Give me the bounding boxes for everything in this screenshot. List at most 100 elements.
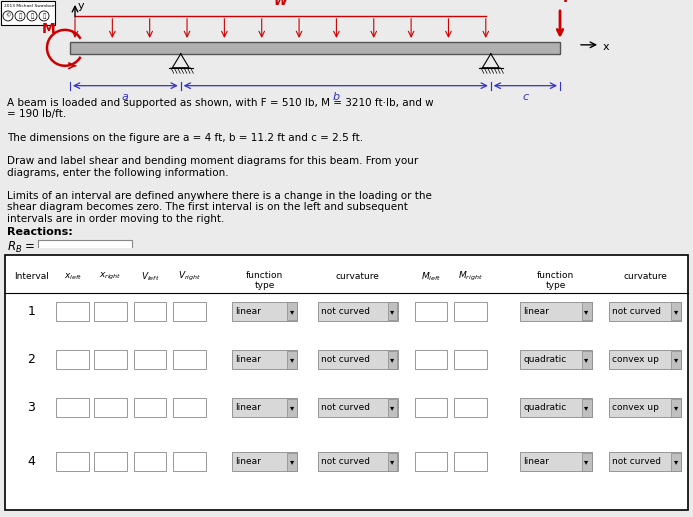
Text: curvature: curvature (336, 272, 380, 281)
Text: 1: 1 (27, 305, 35, 318)
Text: b: b (332, 92, 340, 102)
FancyBboxPatch shape (287, 302, 297, 321)
Text: curvature: curvature (623, 272, 667, 281)
Text: quadratic: quadratic (523, 403, 566, 412)
Text: Draw and label shear and bending moment diagrams for this beam. From your: Draw and label shear and bending moment … (7, 156, 418, 166)
Text: $M_{left}$: $M_{left}$ (421, 270, 441, 283)
Text: ▾: ▾ (290, 355, 294, 364)
Text: linear: linear (236, 307, 261, 316)
FancyBboxPatch shape (134, 398, 166, 417)
FancyBboxPatch shape (232, 398, 297, 417)
FancyBboxPatch shape (94, 398, 127, 417)
FancyBboxPatch shape (581, 351, 592, 369)
FancyBboxPatch shape (609, 452, 681, 472)
FancyBboxPatch shape (94, 452, 127, 472)
Text: $x_{left}$: $x_{left}$ (64, 271, 82, 282)
Text: ▾: ▾ (584, 457, 588, 466)
FancyBboxPatch shape (134, 302, 166, 321)
Text: ▾: ▾ (584, 307, 588, 316)
Text: c: c (523, 92, 529, 102)
Text: ▾: ▾ (390, 457, 394, 466)
FancyBboxPatch shape (455, 350, 487, 369)
FancyBboxPatch shape (415, 350, 448, 369)
Text: ▾: ▾ (390, 403, 394, 412)
FancyBboxPatch shape (173, 302, 206, 321)
Text: not curved: not curved (322, 457, 370, 466)
FancyBboxPatch shape (232, 350, 297, 369)
Text: type: type (545, 281, 566, 291)
FancyBboxPatch shape (287, 453, 297, 471)
FancyBboxPatch shape (671, 453, 681, 471)
FancyBboxPatch shape (173, 398, 206, 417)
Text: ©: © (6, 13, 11, 19)
Text: W: W (274, 0, 288, 8)
FancyBboxPatch shape (56, 398, 89, 417)
Text: Ⓢ: Ⓢ (42, 13, 46, 19)
Circle shape (27, 11, 37, 21)
FancyBboxPatch shape (232, 452, 297, 472)
FancyBboxPatch shape (520, 302, 592, 321)
Text: = 190 lb/ft.: = 190 lb/ft. (7, 109, 66, 119)
FancyBboxPatch shape (455, 452, 487, 472)
FancyBboxPatch shape (581, 302, 592, 321)
Text: type: type (254, 281, 275, 291)
FancyBboxPatch shape (38, 240, 132, 258)
Text: Reactions:: Reactions: (7, 227, 73, 237)
Text: Ⓢ: Ⓢ (30, 13, 34, 19)
FancyBboxPatch shape (415, 302, 448, 321)
Text: M: M (42, 22, 55, 36)
Text: convex up: convex up (613, 355, 659, 364)
Text: Interval: Interval (14, 272, 49, 281)
Text: ▾: ▾ (290, 403, 294, 412)
Text: $R_C$ =: $R_C$ = (7, 254, 35, 269)
Text: Limits of an interval are defined anywhere there is a change in the loading or t: Limits of an interval are defined anywhe… (7, 191, 432, 201)
Circle shape (39, 11, 49, 21)
Text: A beam is loaded and supported as shown, with F = 510 lb, M = 3210 ft·lb, and w: A beam is loaded and supported as shown,… (7, 98, 434, 108)
FancyBboxPatch shape (56, 452, 89, 472)
FancyBboxPatch shape (609, 398, 681, 417)
Text: linear: linear (236, 403, 261, 412)
Text: function: function (246, 271, 283, 280)
Text: ▾: ▾ (290, 307, 294, 316)
Text: not curved: not curved (613, 307, 661, 316)
Text: not curved: not curved (322, 403, 370, 412)
Text: ▾: ▾ (584, 355, 588, 364)
FancyBboxPatch shape (318, 452, 398, 472)
Text: $x_{right}$: $x_{right}$ (99, 271, 122, 282)
FancyBboxPatch shape (173, 350, 206, 369)
Text: x: x (603, 42, 610, 52)
Text: $V_{right}$: $V_{right}$ (178, 270, 201, 283)
FancyBboxPatch shape (38, 254, 132, 272)
FancyBboxPatch shape (415, 452, 448, 472)
FancyBboxPatch shape (455, 398, 487, 417)
FancyBboxPatch shape (318, 350, 398, 369)
Text: 3: 3 (27, 401, 35, 414)
Text: ▾: ▾ (674, 457, 678, 466)
Text: Shear and Bending Moment Diagram Data:: Shear and Bending Moment Diagram Data: (7, 270, 274, 280)
FancyBboxPatch shape (134, 350, 166, 369)
Text: not curved: not curved (613, 457, 661, 466)
FancyBboxPatch shape (609, 350, 681, 369)
FancyBboxPatch shape (94, 302, 127, 321)
FancyBboxPatch shape (387, 302, 398, 321)
Text: quadratic: quadratic (523, 355, 566, 364)
Text: ▾: ▾ (584, 403, 588, 412)
FancyBboxPatch shape (387, 351, 398, 369)
FancyBboxPatch shape (415, 398, 448, 417)
FancyBboxPatch shape (318, 398, 398, 417)
FancyBboxPatch shape (671, 399, 681, 417)
Text: linear: linear (236, 355, 261, 364)
FancyBboxPatch shape (134, 452, 166, 472)
Bar (70, 42, 560, 54)
Text: a: a (122, 92, 129, 102)
FancyBboxPatch shape (581, 453, 592, 471)
FancyBboxPatch shape (581, 399, 592, 417)
Text: convex up: convex up (613, 403, 659, 412)
Text: y: y (78, 1, 85, 11)
Text: linear: linear (523, 307, 549, 316)
FancyBboxPatch shape (671, 351, 681, 369)
Text: $M_{right}$: $M_{right}$ (458, 270, 483, 283)
Circle shape (3, 11, 13, 21)
Text: $R_B$ =: $R_B$ = (7, 240, 35, 255)
FancyBboxPatch shape (173, 452, 206, 472)
